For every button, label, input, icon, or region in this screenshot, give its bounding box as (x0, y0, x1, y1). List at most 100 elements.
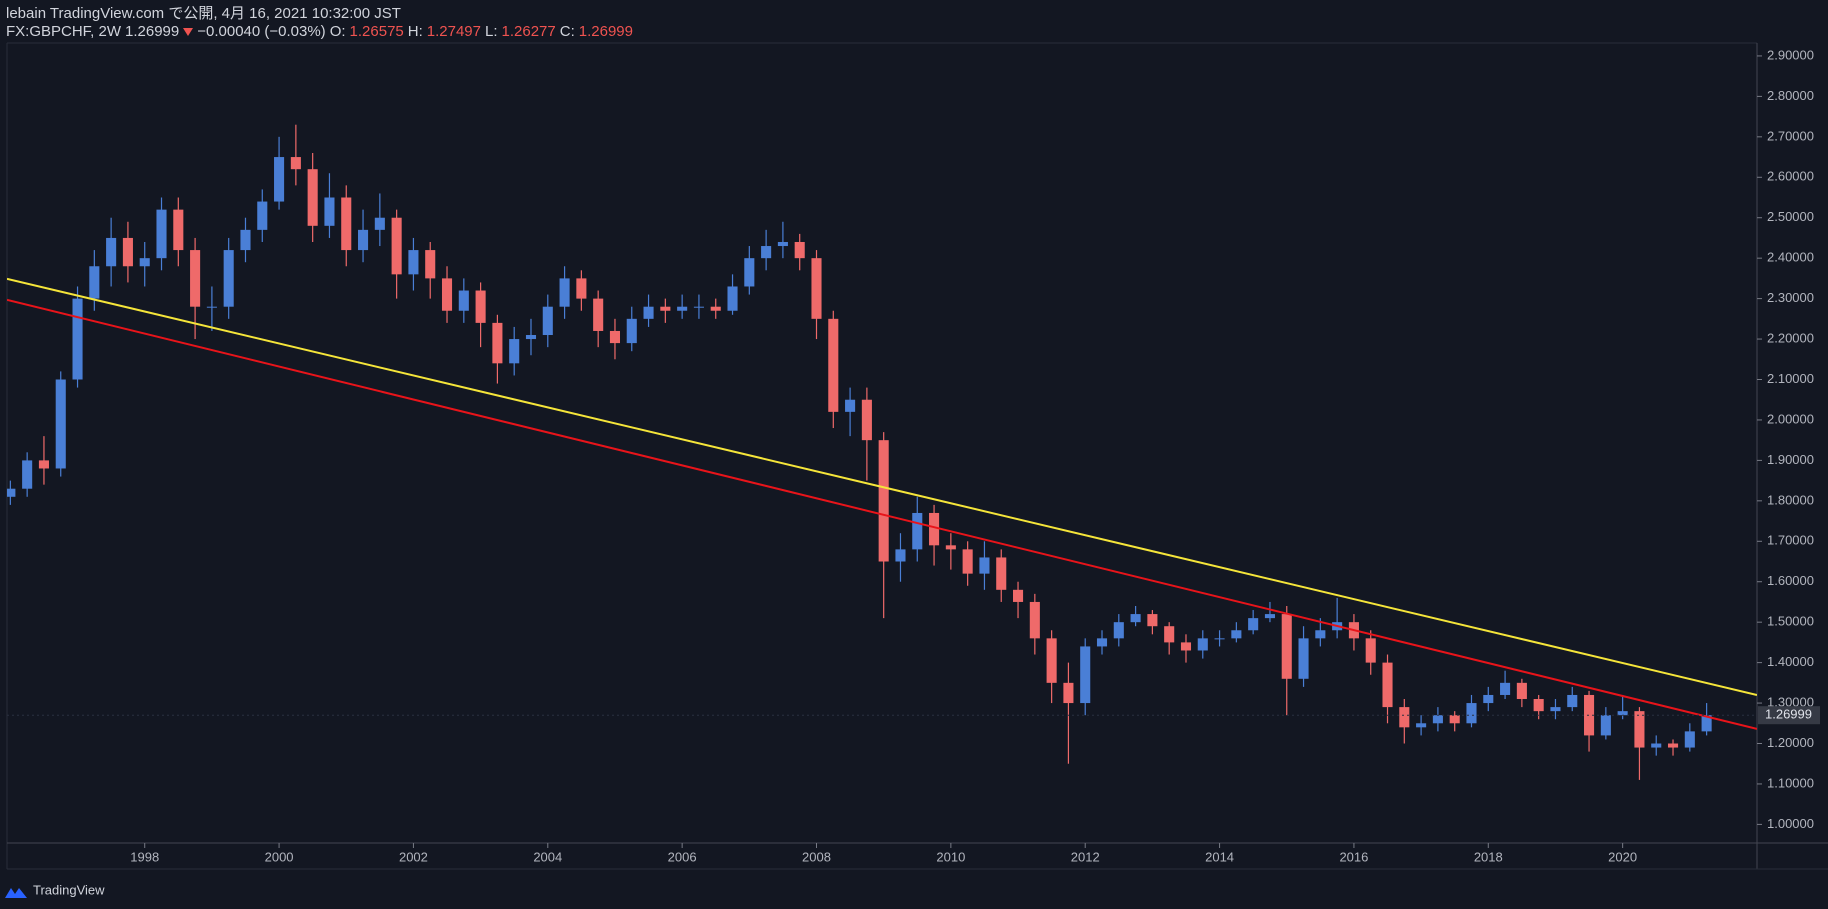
candle-body (374, 217, 385, 230)
candle-body (962, 549, 973, 574)
candle-body (1012, 589, 1024, 602)
candle-body (1214, 638, 1225, 640)
x-tick-label: 2006 (668, 849, 697, 864)
candle-body (1667, 743, 1679, 748)
candle-body (761, 246, 772, 259)
candle-body (1046, 638, 1057, 683)
candle-body (1516, 682, 1527, 700)
candle-body (1500, 682, 1511, 695)
candle-body (1197, 638, 1208, 651)
candle-body (441, 278, 453, 311)
candle-body (559, 278, 570, 307)
trendline (7, 298, 1757, 730)
trendline (7, 277, 1757, 696)
y-tick-label: 1.90000 (1767, 452, 1814, 467)
candle-body (1600, 715, 1611, 736)
candle-body (55, 379, 66, 469)
candle-body (1399, 707, 1410, 728)
candle-body (1248, 618, 1259, 631)
change: −0.00040 (−0.03%) (197, 23, 326, 40)
candle-body (1533, 699, 1544, 712)
candle-body (475, 290, 486, 323)
x-tick-label: 2018 (1474, 849, 1503, 864)
candle-body (912, 512, 923, 550)
candle-body (1449, 715, 1460, 724)
candle-body (139, 258, 150, 267)
candle-body (1164, 626, 1175, 643)
candle-body (1416, 723, 1427, 728)
x-tick-label: 1998 (130, 849, 159, 864)
candle-body (1651, 743, 1662, 748)
last-price-tag (1758, 706, 1820, 725)
candle-body (1483, 694, 1494, 704)
y-tick-label: 2.40000 (1767, 250, 1814, 265)
header-line-1: lebain TradingView.com で公開, 4月 16, 2021 … (6, 5, 401, 23)
candle-body (1584, 694, 1595, 736)
ohlc-value: 1.27497 (426, 23, 481, 40)
candle-body (341, 197, 352, 251)
header-line-2: FX:GBPCHF, 2W 1.26999 −0.00040 (−0.03%) … (6, 23, 633, 41)
x-tick-label: 2012 (1071, 849, 1100, 864)
candle-body (324, 197, 335, 226)
candle-body (1180, 642, 1192, 651)
candle-body (38, 460, 49, 469)
y-tick-label: 1.60000 (1767, 573, 1814, 588)
candle-body (240, 229, 251, 251)
candle-body (626, 318, 637, 344)
candle-body (1080, 646, 1091, 704)
y-tick-label: 2.50000 (1767, 209, 1814, 224)
candle-body (173, 209, 184, 251)
candle-body (509, 339, 520, 364)
candle-body (492, 322, 503, 364)
candle-body (945, 545, 956, 550)
y-tick-label: 1.30000 (1767, 694, 1814, 709)
y-tick-label: 1.00000 (1767, 816, 1814, 831)
candle-body (307, 169, 318, 226)
candle-body (643, 306, 654, 319)
x-tick-label: 2010 (936, 849, 965, 864)
candle-body (1298, 638, 1309, 679)
ohlc-label: H: (407, 23, 423, 40)
y-tick-label: 1.20000 (1767, 735, 1814, 750)
logo-icon (5, 888, 27, 898)
y-tick-label: 2.00000 (1767, 411, 1814, 426)
candle-body (727, 286, 738, 311)
candle-body (996, 557, 1007, 590)
y-tick-label: 1.70000 (1767, 533, 1814, 548)
candle-body (257, 201, 268, 230)
plot-area (7, 124, 1757, 780)
candle-body (1113, 622, 1124, 639)
y-tick-label: 2.90000 (1767, 47, 1814, 62)
ohlc-label: L: (485, 23, 498, 40)
candle-body (693, 306, 704, 308)
symbol: FX:GBPCHF, 2W (6, 23, 122, 40)
ohlc-label: O: (329, 23, 346, 40)
candle-body (1466, 703, 1477, 724)
candle-body (106, 237, 117, 267)
y-tick-label: 1.40000 (1767, 654, 1814, 669)
candle-body (1432, 715, 1443, 724)
candle-body (861, 399, 872, 441)
candle-body (1382, 662, 1393, 708)
candle-body (425, 250, 436, 279)
candle-body (1567, 694, 1578, 708)
ohlc-value: 1.26999 (578, 23, 633, 40)
candle-body (828, 318, 839, 412)
candle-body (609, 330, 621, 344)
candle-body (391, 217, 402, 275)
candle-body (1096, 638, 1108, 647)
candle-body (290, 157, 301, 170)
y-tick-label: 2.70000 (1767, 128, 1814, 143)
candle-body (811, 258, 822, 319)
candle-body (895, 549, 906, 562)
candle-body (1063, 682, 1074, 704)
candle-body (458, 290, 469, 311)
candle-body (1264, 614, 1275, 619)
candle-body (408, 250, 419, 275)
x-tick-label: 2020 (1608, 849, 1637, 864)
candle-body (22, 460, 33, 489)
candle-body (878, 440, 889, 562)
candle-body (1550, 707, 1561, 712)
candle-body (710, 306, 721, 311)
